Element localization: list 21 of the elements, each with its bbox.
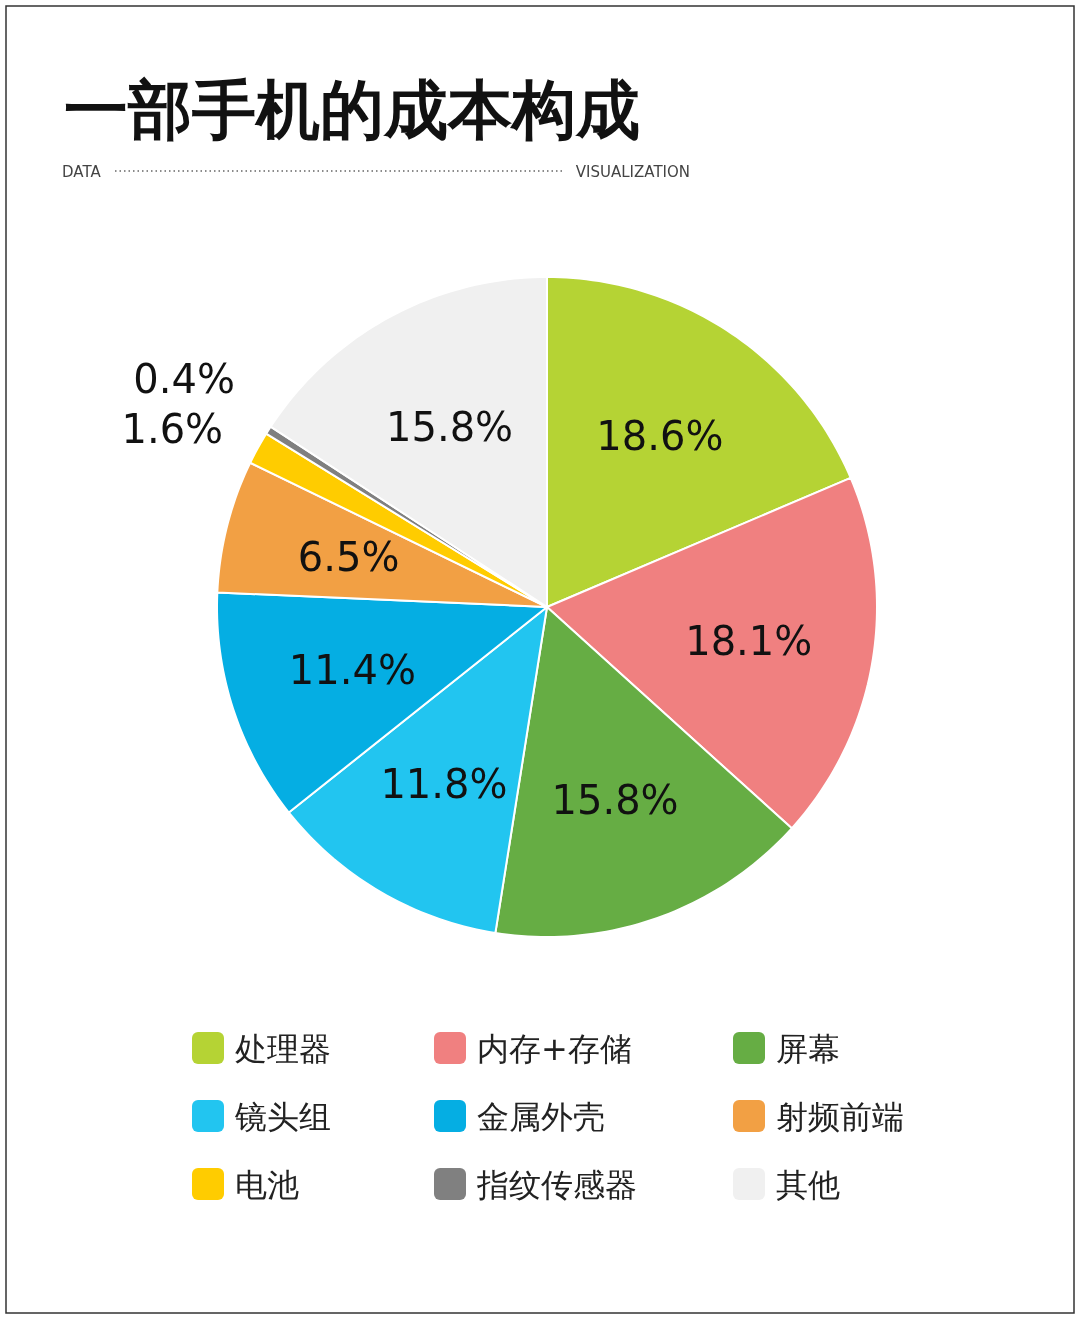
data-label: 11.8%: [380, 760, 508, 807]
data-label: 18.1%: [685, 617, 813, 664]
data-label: 15.8%: [551, 776, 679, 823]
data-label: 18.6%: [596, 413, 724, 460]
legend-label: 指纹传感器: [476, 1166, 637, 1204]
data-label: 1.6%: [121, 405, 224, 452]
legend-label: 内存+存储: [477, 1030, 632, 1068]
text: VISUALIZATION: [575, 163, 690, 181]
legend-label: 其他: [776, 1166, 840, 1204]
chart-title: 一部手机的成本构成: [64, 73, 640, 147]
legend-label: 电池: [235, 1166, 299, 1204]
data-label: 15.8%: [386, 404, 514, 451]
legend-label: 射频前端: [776, 1098, 904, 1136]
legend-label: 处理器: [235, 1030, 331, 1068]
legend-label: 屏幕: [776, 1030, 840, 1068]
data-label: 11.4%: [288, 647, 416, 694]
data-label: 0.4%: [133, 355, 235, 402]
text: DATA: [62, 163, 102, 181]
legend-label: 金属外壳: [477, 1098, 605, 1136]
data-label: 6.5%: [297, 533, 400, 580]
legend-label: 镜头组: [234, 1098, 331, 1136]
